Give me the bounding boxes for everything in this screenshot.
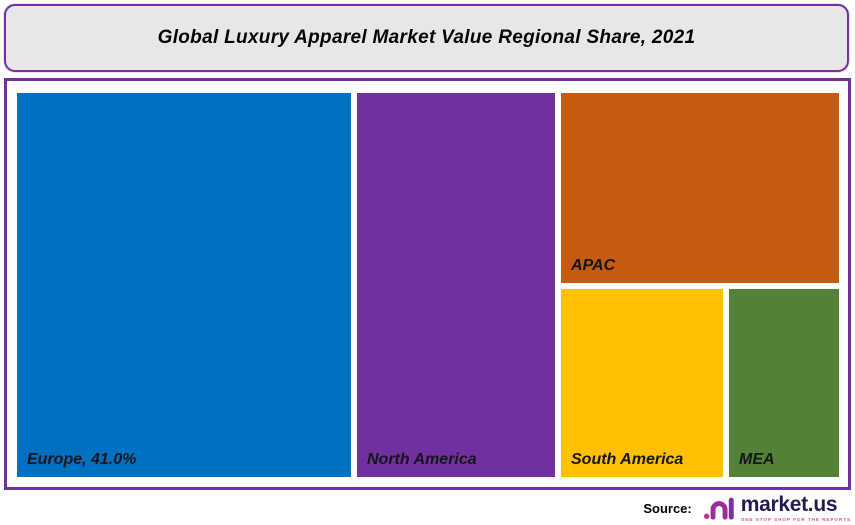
brand-name: market.us <box>740 493 838 516</box>
treemap-label-north-america: North America <box>367 451 477 468</box>
source-label: Source: <box>643 500 692 516</box>
chart-title-box: Global Luxury Apparel Market Value Regio… <box>4 4 849 72</box>
treemap-label-apac: APAC <box>571 257 616 274</box>
market-us-logo-icon <box>703 497 734 520</box>
treemap-tile-europe: Europe, 41.0% <box>17 93 351 477</box>
source-row: Source: market.us ONE STOP SHOP FOR THE … <box>0 493 851 523</box>
treemap-label-europe: Europe, 41.0% <box>27 451 137 468</box>
treemap-tile-south-america: South America <box>561 289 723 477</box>
brand-tagline: ONE STOP SHOP FOR THE REPORTS <box>740 517 851 522</box>
chart-title: Global Luxury Apparel Market Value Regio… <box>157 27 696 48</box>
treemap-tile-north-america: North America <box>357 93 555 477</box>
treemap-plot-area: Europe, 41.0% North America APAC South A… <box>4 78 851 490</box>
treemap-label-mea: MEA <box>739 451 775 468</box>
treemap-tile-mea: MEA <box>729 289 839 477</box>
brand-block: market.us ONE STOP SHOP FOR THE REPORTS <box>741 494 851 522</box>
treemap-label-south-america: South America <box>571 451 684 468</box>
treemap-tile-apac: APAC <box>561 93 839 283</box>
